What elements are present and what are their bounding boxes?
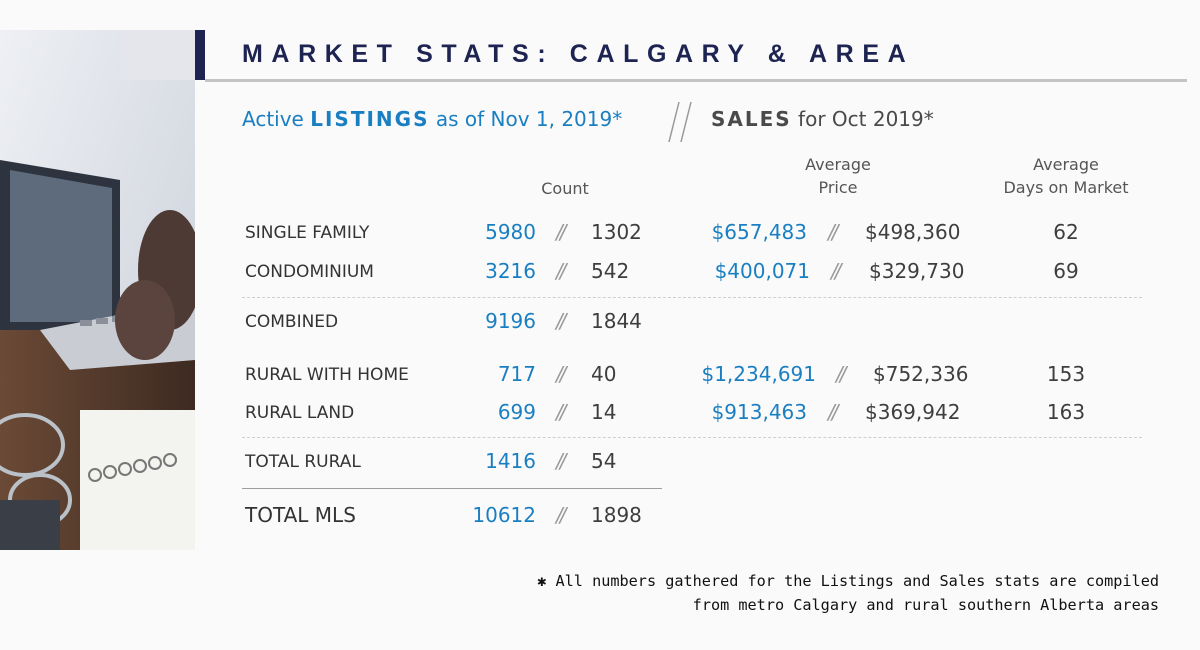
- days-on-market-rural-with-home: 153: [1046, 362, 1086, 386]
- listings-count-single-family: 5980: [485, 220, 536, 244]
- row-divider: [242, 297, 1142, 298]
- row-label-total-rural: TOTAL RURAL: [245, 452, 361, 472]
- separator: //: [556, 503, 567, 527]
- days-on-market-single-family: 62: [1053, 220, 1079, 244]
- listings-count-rural-with-home: 717: [497, 362, 536, 386]
- sales-count-rural-land: 14: [591, 400, 617, 424]
- footnote-line-1: ✱ All numbers gathered for the Listings …: [537, 572, 1159, 590]
- sale-price-condominium: $329,730: [869, 259, 965, 283]
- listings-heading: Active LISTINGS as of Nov 1, 2019*: [242, 107, 623, 131]
- average-price-column-header: Average Price: [805, 155, 871, 197]
- listings-count-total-mls: 10612: [472, 503, 536, 527]
- title-rule: [205, 79, 1187, 82]
- row-label-condominium: CONDOMINIUM: [245, 262, 374, 282]
- row-label-combined: COMBINED: [245, 312, 339, 332]
- separator: //: [556, 400, 567, 424]
- separator: //: [828, 400, 839, 424]
- separator: //: [828, 220, 839, 244]
- listing-price-condominium: $400,071: [714, 259, 810, 283]
- sales-count-total-mls: 1898: [591, 503, 642, 527]
- separator: //: [831, 259, 842, 283]
- sales-count-combined: 1844: [591, 309, 642, 333]
- listings-count-rural-land: 699: [497, 400, 536, 424]
- sales-count-condominium: 542: [591, 259, 630, 283]
- sales-count-single-family: 1302: [591, 220, 642, 244]
- row-label-rural-with-home: RURAL WITH HOME: [245, 365, 409, 385]
- listing-price-rural-with-home: $1,234,691: [701, 362, 816, 386]
- separator: //: [556, 362, 567, 386]
- listings-count-total-rural: 1416: [485, 449, 536, 473]
- sales-count-rural-with-home: 40: [591, 362, 617, 386]
- listings-count-condominium: 3216: [485, 259, 536, 283]
- separator: //: [556, 220, 567, 244]
- separator: //: [836, 362, 847, 386]
- laptop-desk-photo: [0, 30, 195, 550]
- listing-price-single-family: $657,483: [711, 220, 807, 244]
- sales-count-total-rural: 54: [591, 449, 617, 473]
- average-days-column-header: Average Days on Market: [1003, 155, 1129, 197]
- sales-heading: SALES for Oct 2019*: [711, 107, 934, 131]
- sale-price-rural-with-home: $752,336: [873, 362, 969, 386]
- listing-price-rural-land: $913,463: [711, 400, 807, 424]
- listings-count-combined: 9196: [485, 309, 536, 333]
- row-label-total-mls: TOTAL MLS: [245, 503, 356, 527]
- separator: //: [556, 309, 567, 333]
- days-on-market-rural-land: 163: [1046, 400, 1086, 424]
- count-column-header: Count: [541, 179, 589, 198]
- separator: //: [556, 259, 567, 283]
- row-label-rural-land: RURAL LAND: [245, 403, 355, 423]
- footnote-line-2: from metro Calgary and rural southern Al…: [692, 596, 1159, 614]
- title-accent-bar: [195, 30, 205, 80]
- days-on-market-condominium: 69: [1053, 259, 1079, 283]
- sale-price-rural-land: $369,942: [865, 400, 961, 424]
- total-divider: [242, 488, 662, 489]
- heading-divider: [668, 101, 692, 143]
- row-label-single-family: SINGLE FAMILY: [245, 223, 370, 243]
- row-divider: [242, 437, 1142, 438]
- separator: //: [556, 449, 567, 473]
- sale-price-single-family: $498,360: [865, 220, 961, 244]
- footnote: ✱ All numbers gathered for the Listings …: [537, 569, 1159, 617]
- page-title: MARKET STATS: CALGARY & AREA: [242, 40, 915, 68]
